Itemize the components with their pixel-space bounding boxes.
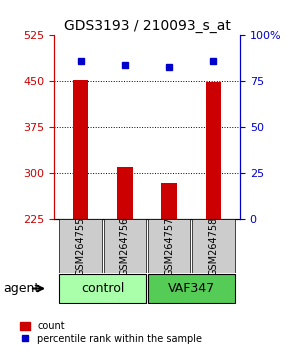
Bar (161, 183, 177, 219)
FancyBboxPatch shape (148, 274, 235, 303)
Bar (73, 80, 88, 219)
Text: VAF347: VAF347 (168, 282, 215, 295)
Text: GSM264758: GSM264758 (208, 216, 218, 276)
Legend: count, percentile rank within the sample: count, percentile rank within the sample (20, 321, 202, 344)
FancyBboxPatch shape (59, 274, 146, 303)
Text: GSM264757: GSM264757 (164, 216, 174, 276)
Text: GSM264756: GSM264756 (120, 216, 130, 276)
FancyBboxPatch shape (148, 219, 190, 273)
Text: GSM264755: GSM264755 (76, 216, 85, 276)
FancyBboxPatch shape (103, 219, 146, 273)
Text: agent: agent (3, 282, 39, 295)
Bar (117, 167, 133, 219)
Bar (206, 82, 221, 219)
Title: GDS3193 / 210093_s_at: GDS3193 / 210093_s_at (64, 19, 230, 33)
FancyBboxPatch shape (59, 219, 102, 273)
FancyBboxPatch shape (192, 219, 235, 273)
Text: control: control (81, 282, 124, 295)
